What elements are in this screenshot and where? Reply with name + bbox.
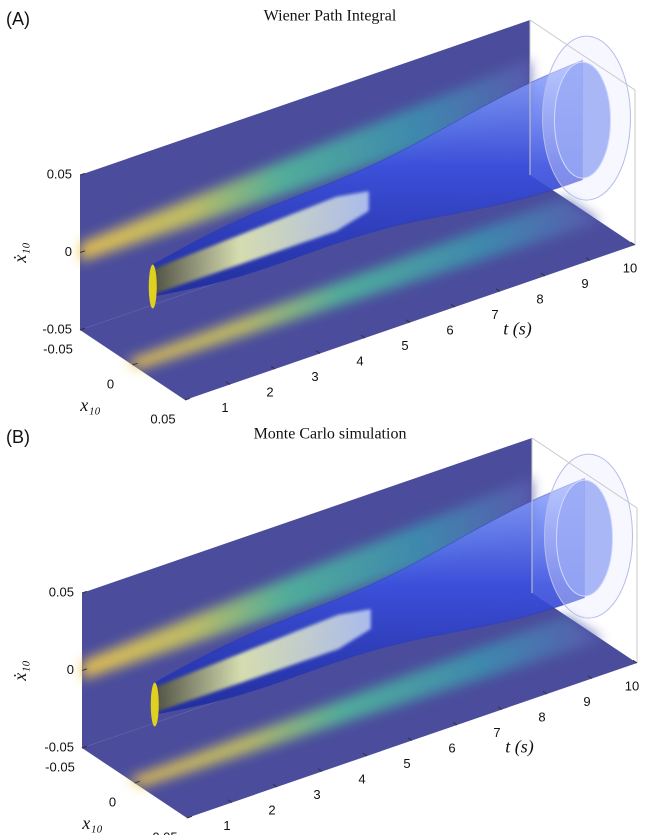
x-tick-label: 8 [536,291,543,306]
y-tick-label: 0 [109,794,116,809]
chart-title: Wiener Path Integral [264,8,397,25]
x-tick-label: 3 [313,787,320,802]
x-tick-label: 2 [266,384,273,399]
z-axis-label: ẋ₁₀ [10,242,30,264]
x-tick-label: 7 [491,307,498,322]
x-tick-label: 6 [446,322,453,337]
chart-title: Monte Carlo simulation [254,426,407,443]
z-tick-label: 0 [67,662,74,677]
figure: -0.0500.05-0.0500.0512345678910(A)Wiener… [0,0,646,835]
z-tick-label: -0.05 [42,321,72,336]
y-axis-label: x₁₀ [79,395,101,415]
x-tick-label: 4 [356,353,363,368]
x-tick-label: 10 [623,260,637,275]
x-tick-label: 1 [221,400,228,415]
y-tick-label: 0.05 [152,829,177,835]
x-tick-label: 1 [223,818,230,833]
x-tick-label: 5 [401,338,408,353]
outer-shell [543,36,631,200]
core-cap [149,265,157,309]
z-tick-label: 0.05 [49,584,74,599]
x-tick-label: 9 [581,276,588,291]
x-tick-label: 4 [358,771,365,786]
x-tick-label: 2 [268,802,275,817]
x-tick-label: 6 [448,740,455,755]
y-axis-label: x₁₀ [81,813,103,833]
x-axis-label: t (s) [505,736,534,757]
y-tick-label: 0 [107,376,114,391]
x-axis-label: t (s) [503,318,532,339]
x-tick-label: 8 [538,709,545,724]
y-tick-label: -0.05 [43,341,73,356]
x-tick-label: 3 [311,369,318,384]
panel-1: -0.05 0 0.05 -0.05 0 0.05 1 2 3 4 5 6 7 8 9 10 (B) Monte … [6,426,639,835]
outer-shell [545,454,633,618]
x-tick-label: 5 [403,756,410,771]
panel-0: -0.05 0 0.05 -0.05 0 0.05 1 2 3 4 5 6 7 8 9 10 (A) Wiener… [6,8,637,427]
z-tick-label: -0.05 [44,739,74,754]
z-tick-label: 0 [65,244,72,259]
core-cap [151,683,159,727]
panel-label: (A) [6,9,30,29]
y-tick-label: 0.05 [150,411,175,426]
x-tick-label: 10 [625,678,639,693]
y-tick-label: -0.05 [45,759,75,774]
panel-label: (B) [6,427,30,447]
z-axis-label: ẋ₁₀ [10,660,30,682]
z-tick-label: 0.05 [47,166,72,181]
x-tick-label: 7 [493,725,500,740]
x-tick-label: 9 [583,694,590,709]
